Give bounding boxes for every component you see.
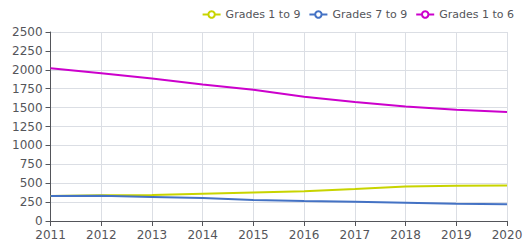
svg-text:2250: 2250 xyxy=(12,44,43,58)
svg-text:1250: 1250 xyxy=(12,120,43,134)
svg-text:1000: 1000 xyxy=(12,138,43,152)
svg-text:2017: 2017 xyxy=(340,228,371,242)
svg-text:1750: 1750 xyxy=(12,82,43,96)
svg-text:2000: 2000 xyxy=(12,63,43,77)
svg-text:500: 500 xyxy=(20,176,43,190)
svg-text:2016: 2016 xyxy=(289,228,320,242)
svg-text:0: 0 xyxy=(35,214,43,228)
svg-text:2011: 2011 xyxy=(35,228,66,242)
svg-text:1500: 1500 xyxy=(12,101,43,115)
svg-text:Grades 7 to 9: Grades 7 to 9 xyxy=(332,8,407,21)
svg-text:Grades 1 to 6: Grades 1 to 6 xyxy=(439,8,514,21)
svg-text:2018: 2018 xyxy=(390,228,421,242)
svg-text:750: 750 xyxy=(20,157,43,171)
svg-text:2013: 2013 xyxy=(137,228,168,242)
svg-text:2012: 2012 xyxy=(86,228,117,242)
svg-text:2500: 2500 xyxy=(12,25,43,39)
svg-text:250: 250 xyxy=(20,195,43,209)
svg-text:2020: 2020 xyxy=(492,228,523,242)
svg-text:Grades 1 to 9: Grades 1 to 9 xyxy=(226,8,301,21)
svg-text:2015: 2015 xyxy=(238,228,269,242)
svg-text:2019: 2019 xyxy=(441,228,472,242)
svg-text:2014: 2014 xyxy=(187,228,218,242)
